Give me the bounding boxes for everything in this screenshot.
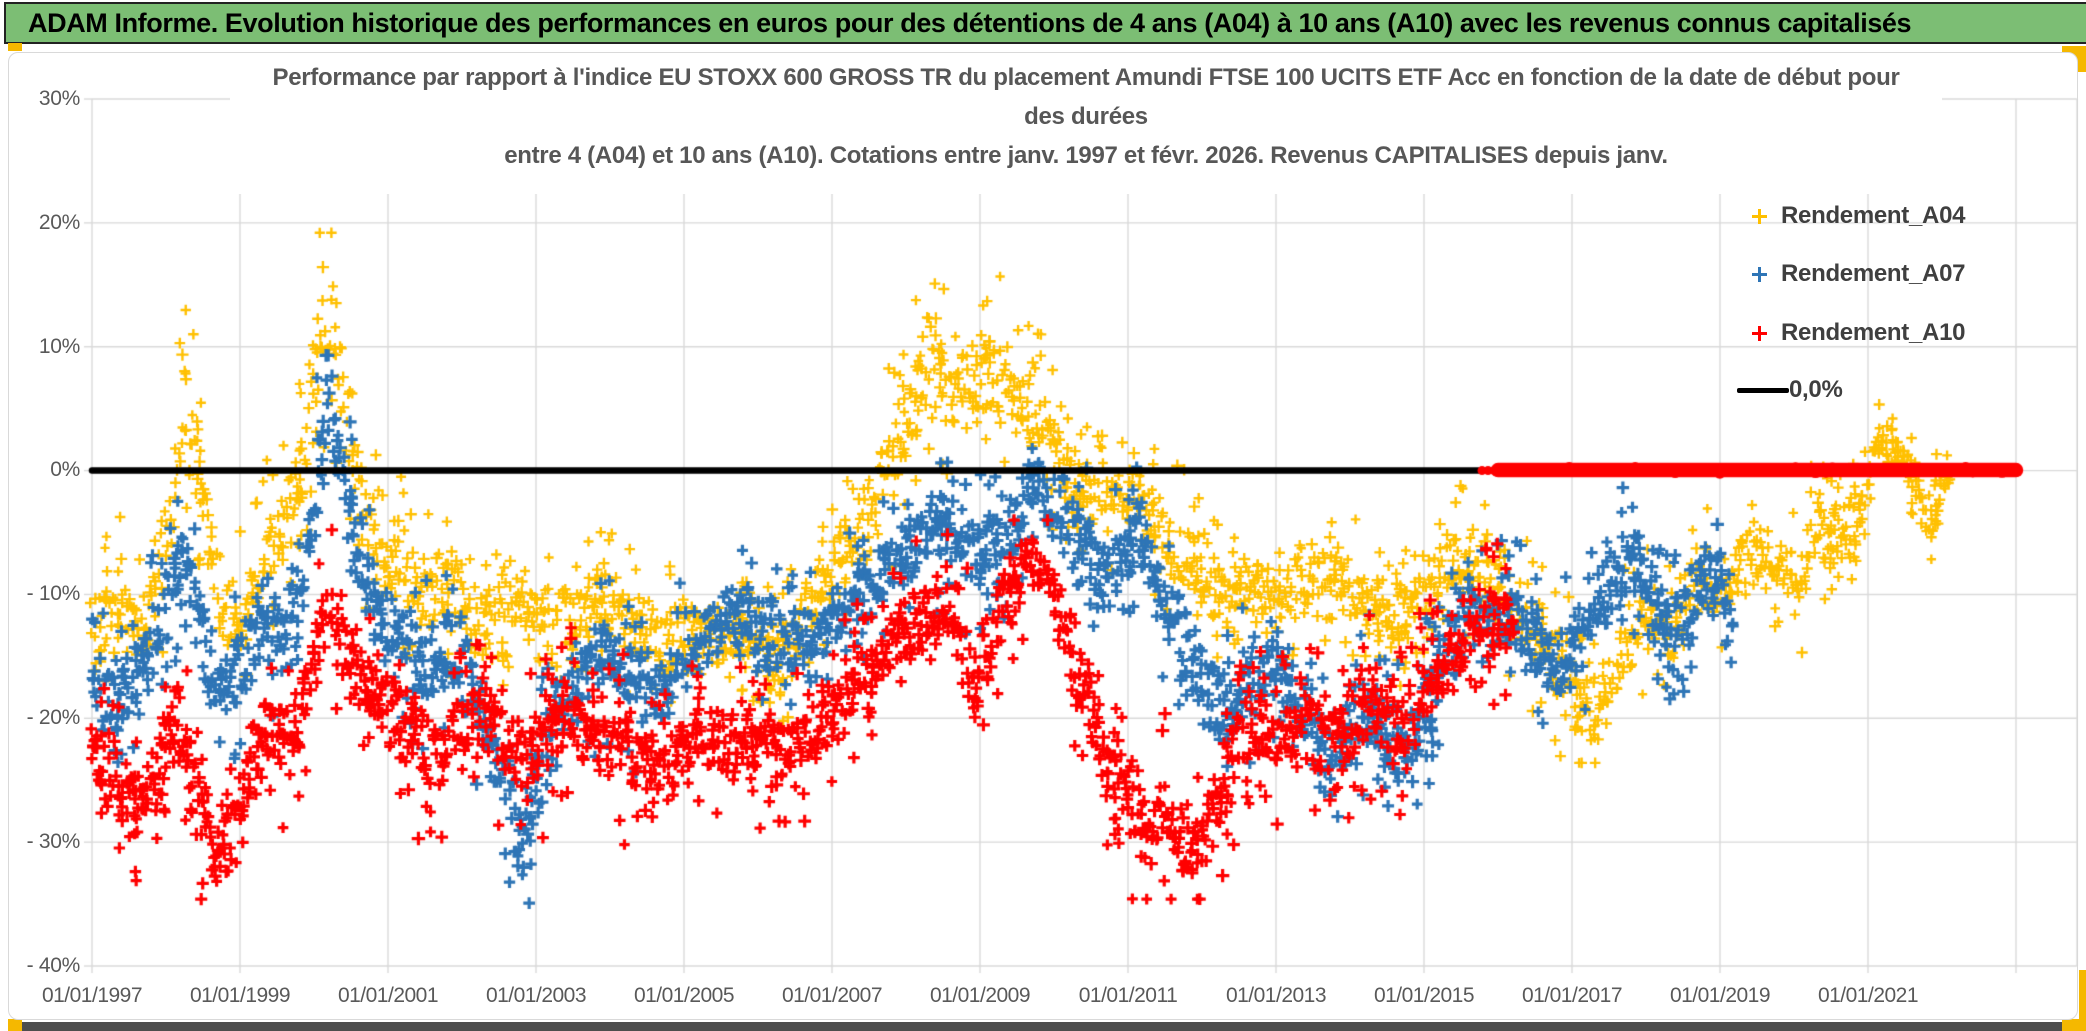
x-tick-label-1997: 01/01/1997 — [41, 984, 143, 1007]
y-tick-label-20: 20% — [38, 211, 80, 234]
y-tick-label-m40: - 40% — [26, 954, 81, 977]
x-tick-label-2003: 01/01/2003 — [485, 984, 587, 1007]
legend-label: Rendement_A04 — [1781, 202, 1966, 229]
y-tick-label-0: 0% — [50, 458, 80, 481]
x-tick-label-1999: 01/01/1999 — [189, 984, 291, 1007]
legend-item-rendement-a04: Rendement_A04 — [1752, 202, 1965, 230]
x-tick-label-2009: 01/01/2009 — [929, 984, 1031, 1007]
y-tick-label-30: 30% — [38, 87, 80, 110]
x-tick-label-2005: 01/01/2005 — [633, 984, 735, 1007]
legend-item-rendement-a10: Rendement_A10 — [1752, 319, 1965, 347]
y-tick-label-m30: - 30% — [26, 830, 81, 853]
plus-marker-icon — [1752, 325, 1767, 341]
legend-label: Rendement_A10 — [1781, 319, 1966, 346]
zero-line-icon — [1737, 387, 1789, 393]
chart-title-line-1: Performance par rapport à l'indice EU ST… — [272, 64, 1900, 91]
legend-label: Rendement_A07 — [1781, 260, 1966, 287]
legend-label: 0,0% — [1789, 376, 1843, 403]
y-tick-label-m10: - 10% — [26, 582, 81, 605]
x-tick-label-2017: 01/01/2017 — [1521, 984, 1623, 1007]
plus-marker-icon — [1752, 208, 1767, 224]
x-tick-label-2015: 01/01/2015 — [1373, 984, 1475, 1007]
legend-item-rendement-a07: Rendement_A07 — [1752, 260, 1965, 288]
x-tick-label-2021: 01/01/2021 — [1817, 984, 1919, 1007]
chart-title-line-3: entre 4 (A04) et 10 ans (A10). Cotations… — [504, 142, 1668, 169]
x-tick-label-2001: 01/01/2001 — [337, 984, 439, 1007]
x-tick-label-2013: 01/01/2013 — [1225, 984, 1327, 1007]
x-tick-label-2011: 01/01/2011 — [1078, 984, 1178, 1007]
chart-title: Performance par rapport à l'indice EU ST… — [230, 58, 1942, 194]
y-tick-label-10: 10% — [38, 335, 80, 358]
x-tick-label-2007: 01/01/2007 — [781, 984, 883, 1007]
y-tick-label-m20: - 20% — [26, 706, 81, 729]
plus-marker-icon — [1752, 266, 1767, 282]
chart-title-line-2: des durées — [1024, 103, 1148, 130]
x-tick-label-2019: 01/01/2019 — [1669, 984, 1771, 1007]
legend-item-zero-line: 0,0% — [1737, 376, 1843, 404]
